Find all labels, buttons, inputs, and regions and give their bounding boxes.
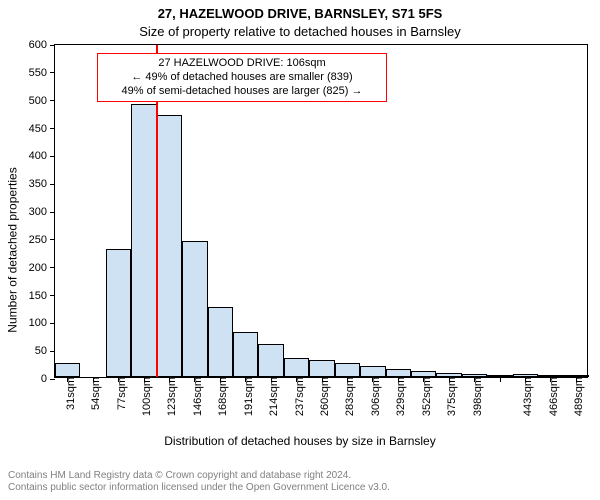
histogram-bar: [335, 363, 360, 377]
y-tick-label: 250: [29, 234, 55, 246]
footer-line-1: Contains HM Land Registry data © Crown c…: [8, 470, 592, 482]
histogram-bar: [55, 363, 80, 377]
y-tick-label: 350: [29, 178, 55, 190]
annotation-line-3: 49% of semi-detached houses are larger (…: [104, 85, 380, 99]
x-tick-label: 31sqm: [59, 377, 77, 410]
y-axis-label-text: Number of detached properties: [6, 167, 20, 332]
histogram-bar: [208, 307, 233, 377]
histogram-bar: [309, 360, 334, 377]
x-tick-label: 191sqm: [237, 377, 255, 416]
x-tick-label: 77sqm: [110, 377, 128, 410]
x-tick-label: 306sqm: [364, 377, 382, 416]
y-tick-label: 450: [29, 123, 55, 135]
y-tick-label: 300: [29, 206, 55, 218]
x-tick-label: 214sqm: [262, 377, 280, 416]
histogram-bar: [106, 249, 131, 377]
y-tick-label: 100: [29, 317, 55, 329]
histogram-bar: [157, 115, 182, 377]
x-tick-label: 443sqm: [516, 377, 534, 416]
y-tick-label: 200: [29, 262, 55, 274]
x-tick-label: 398sqm: [466, 377, 484, 416]
histogram-bar: [182, 241, 207, 377]
x-tick-label: 283sqm: [338, 377, 356, 416]
x-tick-label: 123sqm: [160, 377, 178, 416]
chart-title-line-1: 27, HAZELWOOD DRIVE, BARNSLEY, S71 5FS: [0, 6, 600, 21]
y-tick-label: 500: [29, 95, 55, 107]
y-axis-label: Number of detached properties: [6, 0, 20, 500]
y-tick-label: 150: [29, 290, 55, 302]
chart-title-line-2: Size of property relative to detached ho…: [0, 24, 600, 39]
x-tick-label: 375sqm: [440, 377, 458, 416]
y-tick-label: 400: [29, 150, 55, 162]
histogram-bar: [233, 332, 258, 377]
x-tick-label: 100sqm: [135, 377, 153, 416]
annotation-line-1: 27 HAZELWOOD DRIVE: 106sqm: [104, 57, 380, 71]
x-tick-label: 329sqm: [389, 377, 407, 416]
histogram-bar: [131, 104, 156, 377]
x-tick-label: 146sqm: [186, 377, 204, 416]
plot-area: 05010015020025030035040045050055060031sq…: [54, 44, 588, 378]
x-tick-label: 237sqm: [288, 377, 306, 416]
histogram-bar: [284, 358, 309, 377]
y-tick-label: 550: [29, 67, 55, 79]
x-tick-label: 54sqm: [84, 377, 102, 410]
y-tick-label: 50: [35, 345, 55, 357]
x-tick-label: 466sqm: [542, 377, 560, 416]
chart-container: 27, HAZELWOOD DRIVE, BARNSLEY, S71 5FS S…: [0, 0, 600, 500]
annotation-line-2: ← 49% of detached houses are smaller (83…: [104, 71, 380, 85]
y-tick-label: 600: [29, 39, 55, 51]
y-tick-label: 0: [41, 373, 55, 385]
histogram-bar: [258, 344, 283, 377]
x-tick-label: 260sqm: [313, 377, 331, 416]
x-tick-label: 352sqm: [415, 377, 433, 416]
histogram-bar: [386, 369, 411, 377]
x-tick-label: 489sqm: [567, 377, 585, 416]
x-tick-label: 168sqm: [211, 377, 229, 416]
footer-attribution: Contains HM Land Registry data © Crown c…: [0, 470, 600, 493]
footer-line-2: Contains public sector information licen…: [8, 482, 592, 494]
x-axis-label: Distribution of detached houses by size …: [0, 434, 600, 448]
x-tick: [500, 377, 501, 382]
annotation-box: 27 HAZELWOOD DRIVE: 106sqm← 49% of detac…: [97, 53, 387, 102]
histogram-bar: [360, 366, 385, 377]
